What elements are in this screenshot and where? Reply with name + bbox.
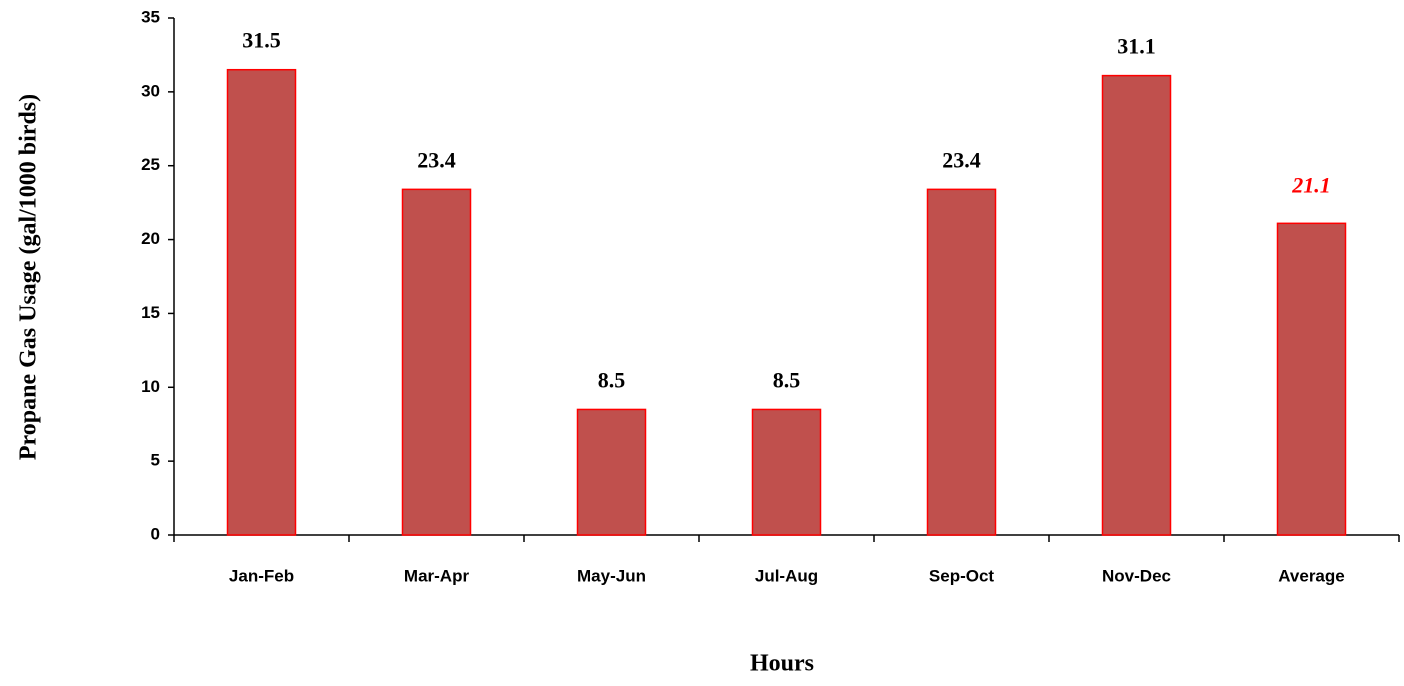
x-tick-label: Sep-Oct [929, 566, 995, 585]
y-tick-label: 0 [151, 524, 160, 543]
x-tick-label: Nov-Dec [1102, 566, 1171, 585]
value-label: 21.1 [1291, 172, 1331, 197]
y-tick-label: 20 [141, 229, 160, 248]
x-tick-label: Jan-Feb [229, 566, 294, 585]
bar [1101, 74, 1172, 536]
x-tick-label: Average [1278, 566, 1344, 585]
y-tick-label: 30 [141, 81, 160, 100]
bar [751, 408, 822, 536]
x-tick-label: Mar-Apr [404, 566, 470, 585]
bar [576, 408, 647, 536]
y-tick-label: 35 [141, 7, 160, 26]
value-label: 23.4 [417, 147, 456, 172]
bar [1276, 222, 1347, 536]
value-label: 23.4 [942, 147, 981, 172]
bar [401, 188, 472, 536]
y-tick-label: 10 [141, 377, 160, 396]
value-label: 8.5 [598, 367, 626, 392]
x-tick-label: May-Jun [577, 566, 646, 585]
y-axis-title: Propane Gas Usage (gal/1000 birds) [16, 94, 42, 460]
value-label: 31.1 [1117, 34, 1156, 59]
x-axis-title: Hours [750, 651, 814, 677]
bar [926, 188, 997, 536]
x-tick-label: Jul-Aug [755, 566, 818, 585]
y-tick-label: 5 [151, 451, 160, 470]
bar [226, 68, 297, 536]
value-label: 8.5 [773, 367, 801, 392]
value-label: 31.5 [242, 28, 281, 53]
y-tick-label: 25 [141, 155, 160, 174]
y-tick-label: 15 [141, 303, 160, 322]
